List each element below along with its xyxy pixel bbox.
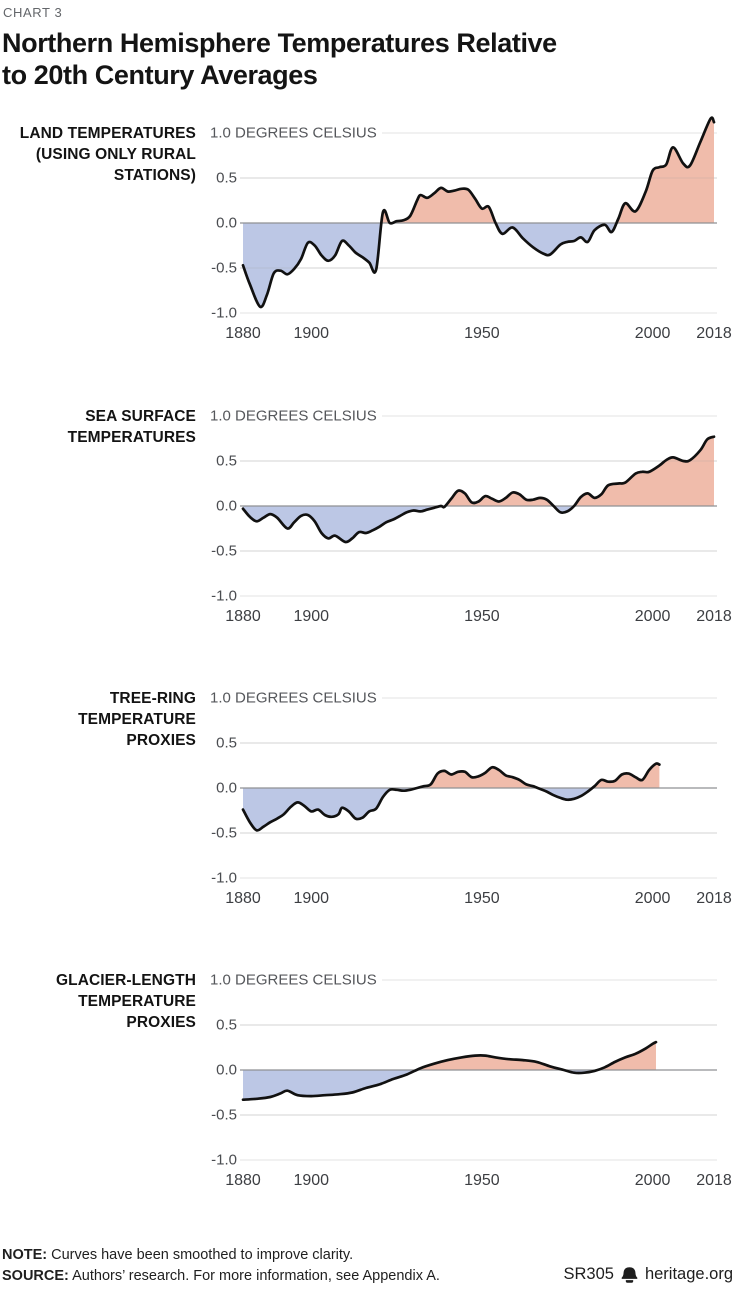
- x-axis-tick-label: 2000: [634, 325, 671, 342]
- y-axis-unit-label: 1.0 DEGREES CELSIUS: [210, 124, 377, 142]
- temperature-area-chart: [240, 116, 717, 314]
- chart-row-label-line: TEMPERATURE: [78, 993, 196, 1010]
- chart-row-label: GLACIER-LENGTH TEMPERATURE PROXIES: [0, 970, 196, 1033]
- source-text: Authors’ research. For more information,…: [72, 1268, 440, 1284]
- cool-anomaly-area: [243, 506, 714, 543]
- x-axis-tick-label: 1900: [293, 608, 330, 625]
- y-axis-tick-label: 0.5: [216, 452, 237, 470]
- liberty-bell-icon: [621, 1266, 638, 1283]
- x-axis-tick-label: 1900: [293, 1172, 330, 1189]
- chart-block-sea-surface-temperatures: SEA SURFACE TEMPERATURES 1.0 DEGREES CELS…: [0, 393, 734, 633]
- chart-row-label-line: SEA SURFACE: [85, 408, 196, 425]
- temperature-area-chart: [240, 697, 717, 879]
- chart-row-label: LAND TEMPERATURES (USING ONLY RURAL STATIO…: [0, 123, 196, 186]
- x-axis-tick-label: 1900: [293, 890, 330, 907]
- y-axis-tick-label: -1.0: [211, 1151, 237, 1169]
- chart-row-label-line: TEMPERATURES: [67, 429, 196, 446]
- footer-branding: SR305 heritage.org: [563, 1265, 733, 1284]
- y-axis-tick-label: -1.0: [211, 304, 237, 322]
- chart-row-label-line: PROXIES: [126, 1014, 196, 1031]
- y-axis-tick-label: 0.0: [216, 497, 237, 515]
- x-axis-tick-label: 1880: [225, 608, 261, 625]
- warm-anomaly-area: [243, 1042, 656, 1070]
- y-axis-tick-label: 0.0: [216, 214, 237, 232]
- warm-anomaly-area: [243, 117, 714, 223]
- source-label: SOURCE:: [2, 1268, 69, 1284]
- y-axis-unit-label: 1.0 DEGREES CELSIUS: [210, 407, 377, 425]
- x-axis-tick-label: 2018: [696, 608, 732, 625]
- chart-row-label: SEA SURFACE TEMPERATURES: [0, 406, 196, 448]
- chart-row-label-line: TREE-RING: [109, 690, 196, 707]
- x-axis-tick-label: 1880: [225, 890, 261, 907]
- x-axis-tick-label: 2000: [634, 608, 671, 625]
- chart-source: SOURCE: Authors’ research. For more info…: [2, 1268, 440, 1284]
- temperature-anomaly-curve: [241, 435, 716, 544]
- x-axis-tick-label: 1950: [464, 1172, 500, 1189]
- cool-anomaly-area: [243, 788, 660, 831]
- chart-note: NOTE: Curves have been smoothed to impro…: [2, 1247, 353, 1263]
- x-axis-tick-label: 2018: [696, 1172, 732, 1189]
- temperature-anomaly-curve: [241, 116, 716, 309]
- x-axis-tick-label: 1880: [225, 325, 261, 342]
- chart-row-label-line: (USING ONLY RURAL: [35, 146, 196, 163]
- chart-row-label-line: PROXIES: [126, 732, 196, 749]
- brand-domain: heritage.org: [644, 1265, 733, 1283]
- y-axis-tick-label: -0.5: [211, 542, 237, 560]
- warm-anomaly-area: [243, 436, 714, 506]
- chart-block-land-temperatures: LAND TEMPERATURES (USING ONLY RURAL STATIO…: [0, 110, 734, 350]
- chart-row-label-line: GLACIER-LENGTH: [55, 972, 196, 989]
- y-axis-tick-label: 0.0: [216, 779, 237, 797]
- note-label: NOTE:: [2, 1247, 48, 1263]
- chart-row-label: TREE-RING TEMPERATURE PROXIES: [0, 688, 196, 751]
- chart-block-tree-ring-temperature-proxies: TREE-RING TEMPERATURE PROXIES 1.0 DEGREES …: [0, 675, 734, 915]
- chart-row-label-line: TEMPERATURE: [78, 711, 196, 728]
- page-title-line-1: Northern Hemisphere Temperatures Relativ…: [2, 28, 557, 58]
- temperature-anomaly-curve: [241, 1040, 658, 1102]
- page-title: Northern Hemisphere Temperatures Relativ…: [2, 27, 557, 91]
- x-axis-tick-label: 1950: [464, 890, 500, 907]
- note-text: Curves have been smoothed to improve cla…: [51, 1247, 354, 1263]
- y-axis-tick-label: 0.5: [216, 1016, 237, 1034]
- chart-row-label-line: STATIONS): [113, 167, 196, 184]
- x-axis-tick-label: 2018: [696, 890, 732, 907]
- temperature-area-chart: [240, 415, 717, 597]
- x-axis-tick-label: 1880: [225, 1172, 261, 1189]
- y-axis-tick-label: 0.5: [216, 734, 237, 752]
- x-axis-tick-label: 1950: [464, 608, 500, 625]
- y-axis-tick-label: -0.5: [211, 1106, 237, 1124]
- x-axis-tick-label: 2018: [696, 325, 732, 342]
- y-axis-tick-label: 0.5: [216, 169, 237, 187]
- cool-anomaly-area: [243, 223, 714, 307]
- temperature-anomaly-curve: [241, 762, 661, 832]
- x-axis-tick-label: 1950: [464, 325, 500, 342]
- y-axis-tick-label: -1.0: [211, 587, 237, 605]
- y-axis-tick-label: -0.5: [211, 259, 237, 277]
- x-axis-tick-label: 2000: [634, 890, 671, 907]
- chart-block-glacier-length-temperature-proxies: GLACIER-LENGTH TEMPERATURE PROXIES 1.0 DEG…: [0, 957, 734, 1197]
- x-axis-tick-label: 1900: [293, 325, 330, 342]
- chart-row-label-line: LAND TEMPERATURES: [19, 125, 196, 142]
- y-axis-tick-label: -1.0: [211, 869, 237, 887]
- temperature-area-chart: [240, 979, 717, 1161]
- page-title-line-2: to 20th Century Averages: [2, 60, 318, 90]
- y-axis-unit-label: 1.0 DEGREES CELSIUS: [210, 971, 377, 989]
- y-axis-tick-label: 0.0: [216, 1061, 237, 1079]
- y-axis-unit-label: 1.0 DEGREES CELSIUS: [210, 689, 377, 707]
- chart-kicker: CHART 3: [3, 5, 63, 20]
- x-axis-tick-label: 2000: [634, 1172, 671, 1189]
- y-axis-tick-label: -0.5: [211, 824, 237, 842]
- report-id: SR305: [563, 1265, 614, 1283]
